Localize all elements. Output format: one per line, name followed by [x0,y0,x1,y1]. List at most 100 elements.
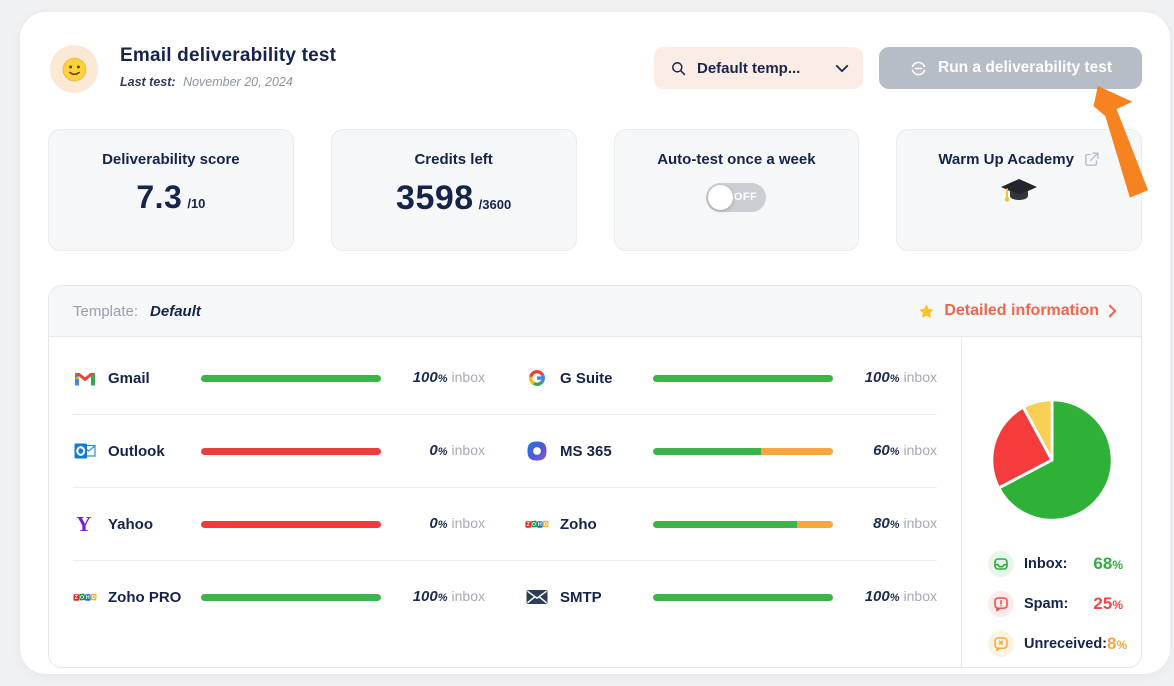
provider-name: Zoho PRO [108,588,182,606]
detailed-information-link[interactable]: Detailed information [918,302,1117,320]
results-panel: Template: Default Detailed information G… [48,285,1142,668]
results-panel-header: Template: Default Detailed information [49,286,1141,337]
provider-inbox-rate: 0% inbox [429,442,485,459]
toggle-knob [708,185,734,210]
provider-zoho-pro: Z O H O Zoho PRO 100% inbox [73,585,507,609]
smiley-avatar [50,45,98,93]
inbox-icon [988,551,1014,577]
template-label: Template: [73,302,139,320]
provider-smtp: SMTP 100% inbox [507,585,937,609]
template-value: Default [150,302,201,320]
run-test-button[interactable]: Run a deliverability test [879,47,1142,89]
autotest-toggle[interactable]: OFF [706,183,767,212]
svg-text:O: O [80,594,84,600]
pie-slice-spam [989,405,1053,490]
score-denominator: /10 [187,196,206,211]
ms365-icon [525,439,549,463]
legend-label: Unreceived: [1024,636,1108,652]
chevron-down-icon [835,64,849,73]
graduation-cap-icon [999,176,1039,215]
dashboard-header: Email deliverability test Last test: Nov… [48,45,1142,93]
autotest-card-title: Auto-test once a week [657,151,816,168]
star-icon [918,303,935,320]
pie-panel: Inbox: 68% Spam: 25% Unreceived: 8% [961,337,1141,667]
smtp-icon [525,585,549,609]
provider-gmail: Gmail 100% inbox [73,366,507,390]
provider-name: Zoho [560,515,597,533]
legend-value: 25% [1093,594,1123,613]
credits-left-card: Credits left 3598 /3600 [330,129,577,251]
legend-row-unreceived: Unreceived: 8% [988,627,1127,661]
provider-progress-bar [201,374,381,382]
provider-row: Y Yahoo 0% inbox Z O H O Zoho 80% inbox [73,488,937,561]
stats-row: Deliverability score 7.3 /10 Credits lef… [48,129,1142,251]
provider-row: Gmail 100% inbox G Suite 100% inbox [73,342,937,415]
scan-target-icon [909,59,928,78]
provider-name: Outlook [108,442,165,460]
template-dropdown-value: Default temp... [697,59,801,77]
legend-value: 8% [1107,634,1128,653]
provider-ms-365: MS 365 60% inbox [507,439,937,463]
autotest-card: Auto-test once a week OFF [613,129,860,251]
credits-denominator: /3600 [478,197,512,212]
deliverability-dashboard: Email deliverability test Last test: Nov… [20,12,1170,674]
provider-name: MS 365 [560,442,612,460]
provider-outlook: Outlook 0% inbox [73,439,507,463]
external-link-icon [1083,151,1100,168]
pie-slice-inbox [996,398,1114,522]
search-icon [670,60,687,77]
provider-inbox-rate: 80% inbox [873,515,937,532]
provider-row: Z O H O Zoho PRO 100% inbox SMTP 100% inbox [73,561,937,633]
legend-value: 68% [1093,554,1123,573]
provider-inbox-rate: 100% inbox [864,369,937,386]
pie-legend: Inbox: 68% Spam: 25% Unreceived: 8% [962,547,1141,667]
svg-text:H: H [86,595,90,601]
provider-progress-bar [653,520,833,528]
last-test-date: November 20, 2024 [183,75,293,89]
legend-label: Spam: [1024,596,1069,612]
provider-inbox-rate: 100% inbox [864,588,937,605]
run-test-label: Run a deliverability test [938,59,1112,76]
yahoo-icon: Y [73,512,97,536]
legend-row-inbox: Inbox: 68% [988,547,1123,581]
deliverability-score-card: Deliverability score 7.3 /10 [48,129,294,251]
provider-row: Outlook 0% inbox MS 365 60% inbox [73,415,937,488]
svg-text:Z: Z [75,595,78,601]
provider-progress-bar [653,374,833,382]
provider-name: Gmail [108,369,150,387]
detailed-information-label: Detailed information [944,302,1099,319]
svg-text:O: O [543,521,548,527]
outlook-icon [73,439,97,463]
page-title: Email deliverability test [120,45,337,66]
provider-name: Yahoo [108,515,154,533]
provider-yahoo: Y Yahoo 0% inbox [73,512,507,536]
svg-text:H: H [538,522,542,528]
provider-inbox-rate: 0% inbox [429,515,485,532]
unreceived-icon [988,631,1014,657]
gsuite-icon [525,366,549,390]
template-dropdown[interactable]: Default temp... [654,47,863,89]
provider-progress-bar [653,593,833,601]
provider-inbox-rate: 60% inbox [873,442,937,459]
provider-name: G Suite [560,369,613,387]
provider-progress-bar [201,447,381,455]
last-test-label: Last test: [120,75,176,89]
gmail-icon [73,366,97,390]
provider-g-suite: G Suite 100% inbox [507,366,937,390]
legend-label: Inbox: [1024,556,1068,572]
inbox-pie-chart [989,398,1114,522]
score-card-title: Deliverability score [102,151,240,168]
smiley-face-icon [62,57,86,81]
svg-text:O: O [91,594,96,600]
provider-progress-bar [201,520,381,528]
svg-text:Y: Y [76,512,91,536]
provider-name: SMTP [560,588,602,606]
warmup-academy-card[interactable]: Warm Up Academy [896,129,1142,251]
provider-progress-bar [201,593,381,601]
provider-inbox-rate: 100% inbox [412,588,485,605]
provider-inbox-rate: 100% inbox [412,369,485,386]
svg-text:Z: Z [527,522,530,528]
toggle-state-label: OFF [733,191,758,203]
